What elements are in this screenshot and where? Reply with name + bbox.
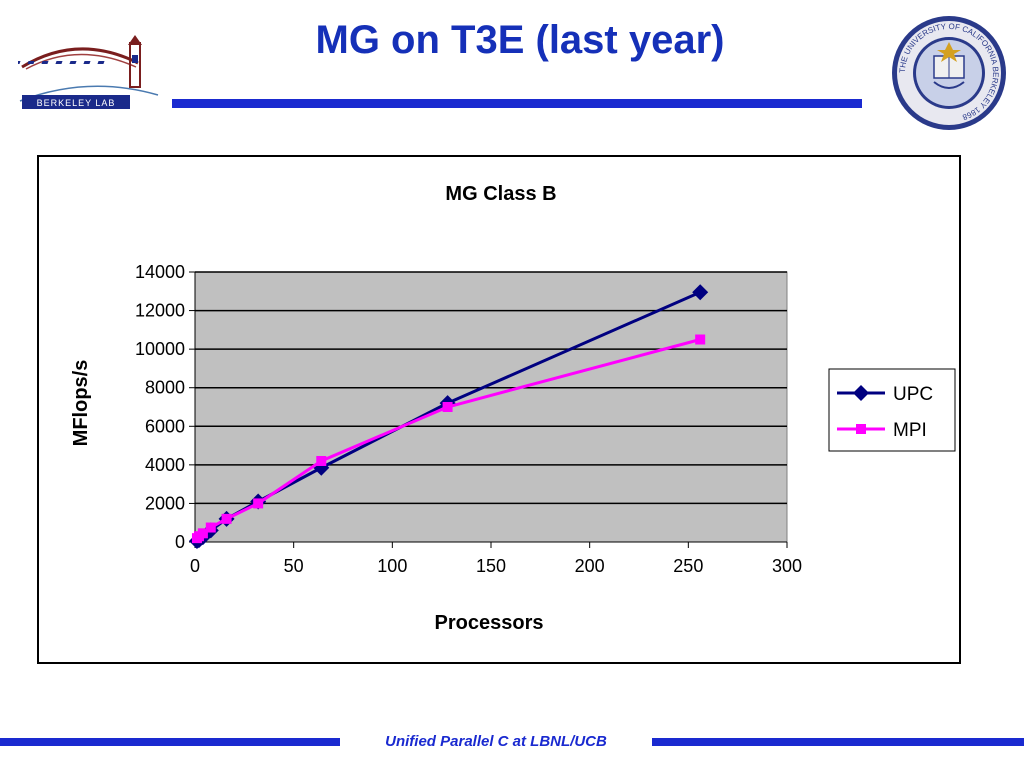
x-tick-label: 200: [575, 556, 605, 576]
mpi-data-point: [197, 528, 208, 539]
legend-marker-upc: [853, 385, 869, 401]
berkeley-lab-logo-text: BERKELEY LAB: [37, 98, 116, 108]
series-layer: [188, 284, 709, 550]
y-tick-label: 8000: [145, 378, 185, 398]
footer-bar-right: [652, 738, 1024, 746]
x-tick-label: 250: [673, 556, 703, 576]
title-rule: [172, 99, 862, 108]
x-tick-label: 50: [284, 556, 304, 576]
legend-marker-mpi: [856, 424, 866, 434]
footer-bar-left: [0, 738, 340, 746]
footer-text: Unified Parallel C at LBNL/UCB: [385, 733, 607, 750]
y-tick-label: 2000: [145, 493, 185, 513]
legend: UPC MPI: [828, 368, 956, 452]
uc-seal-logo: THE UNIVERSITY OF CALIFORNIA BERKELEY 18…: [892, 16, 1006, 130]
legend-box: [828, 368, 956, 452]
x-tick-label: 300: [772, 556, 802, 576]
mpi-data-point: [253, 498, 264, 509]
plot-area: [194, 271, 788, 543]
x-axis-label: Processors: [435, 612, 544, 634]
y-tick-label: 4000: [145, 455, 185, 475]
gridlines: [195, 271, 787, 505]
y-tick-label: 10000: [135, 339, 185, 359]
y-tick-label: 6000: [145, 416, 185, 436]
mpi-series: [191, 334, 706, 544]
mpi-data-point: [221, 513, 232, 524]
y-tick-label: 12000: [135, 301, 185, 321]
mpi-data-point: [695, 334, 706, 345]
mpi-data-point: [442, 402, 453, 412]
mpi-data-point: [205, 522, 216, 533]
legend-label-upc: UPC: [893, 384, 933, 405]
x-tick-label: 150: [476, 556, 506, 576]
x-tick-label: 0: [190, 556, 200, 576]
y-tick-label: 0: [175, 532, 185, 552]
chart-title: MG Class B: [445, 183, 556, 205]
legend-label-mpi: MPI: [893, 420, 927, 441]
berkeley-lab-logo: BERKELEY LAB: [18, 35, 159, 109]
line-chart: 0 2000 4000 6000 8000 10000 12000 14000 0 50 100 15…: [70, 183, 956, 634]
chart-container: 0 2000 4000 6000 8000 10000 12000 14000 0 50 100 15…: [37, 155, 961, 664]
slide-title: MG on T3E (last year): [315, 18, 725, 62]
y-axis-label: MFlops/s: [70, 360, 92, 447]
y-tick-label: 14000: [135, 262, 185, 282]
axes: 0 2000 4000 6000 8000 10000 12000 14000 0 50 100 15…: [135, 262, 802, 576]
mpi-data-point: [316, 456, 327, 466]
x-tick-label: 100: [377, 556, 407, 576]
upc-data-point: [692, 284, 709, 301]
